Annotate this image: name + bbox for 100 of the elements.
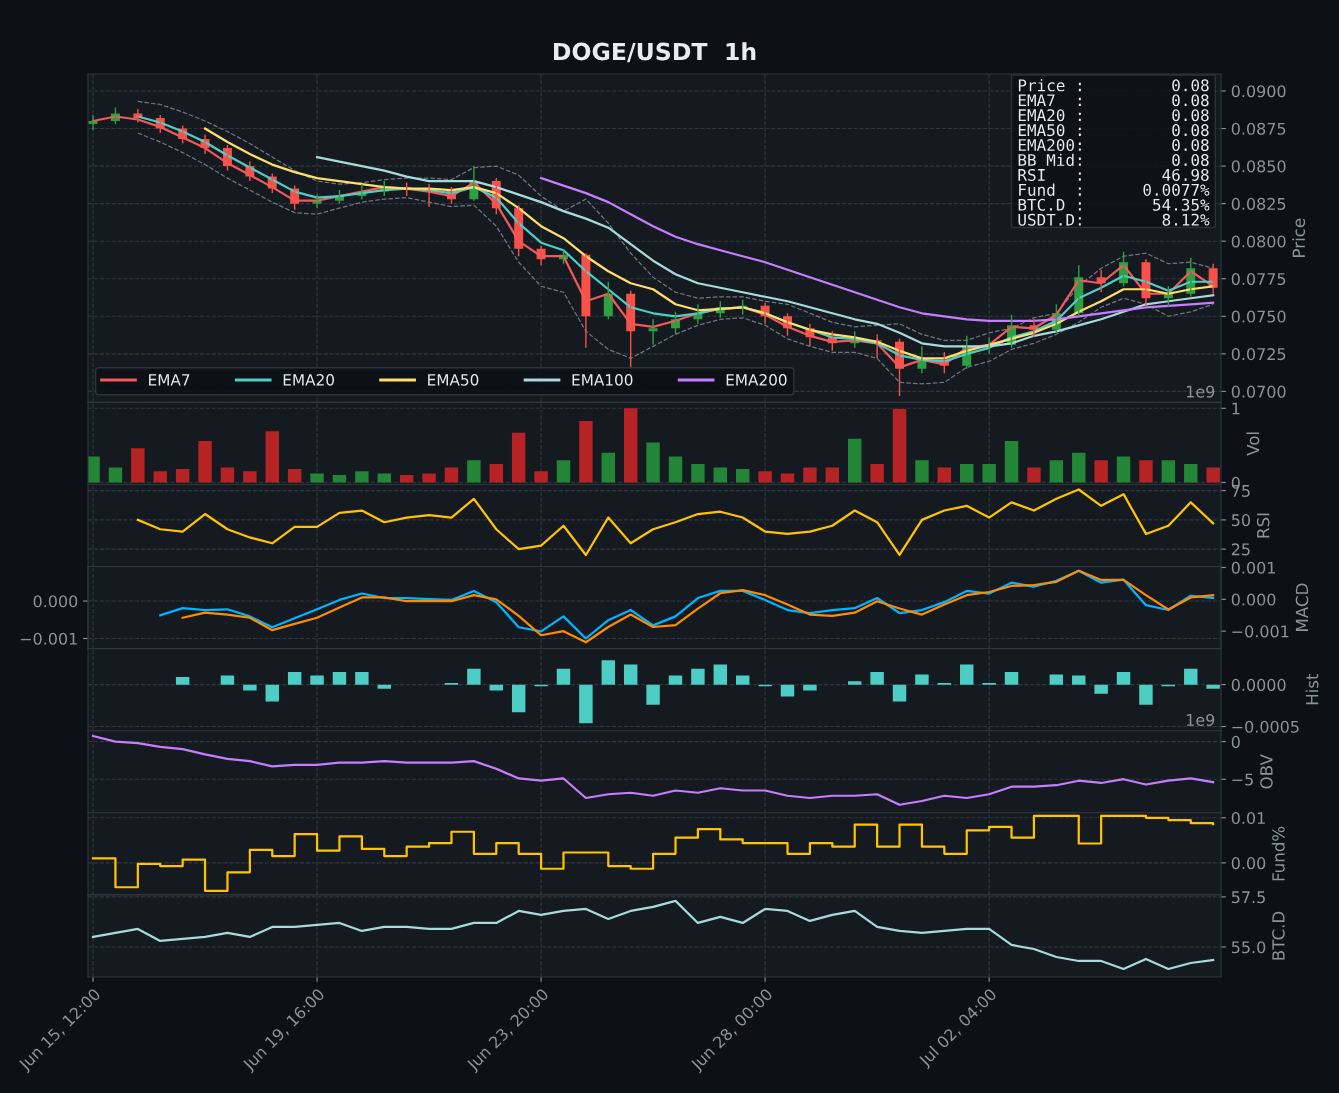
- bar: [1116, 456, 1131, 483]
- annotation: 1e9: [1186, 385, 1215, 398]
- bar: [1072, 675, 1086, 685]
- annotation: USDT.D: 8.12%: [1018, 213, 1210, 226]
- y-axis-title: Hist: [1305, 673, 1319, 705]
- annotation: RSI : 46.98: [1018, 168, 1209, 181]
- legend-label: EMA20: [283, 374, 334, 386]
- bar: [422, 473, 436, 483]
- y-tick-label: 0: [1231, 735, 1240, 748]
- bar: [489, 463, 503, 483]
- bar: [1049, 674, 1064, 685]
- line-series: [91, 734, 1215, 806]
- bar: [960, 664, 974, 685]
- bar: [1116, 672, 1131, 685]
- bar: [131, 448, 145, 483]
- bar: [88, 456, 100, 483]
- bar: [780, 684, 795, 697]
- bar: [1004, 672, 1019, 685]
- bar: [399, 475, 414, 483]
- bar: [1184, 463, 1198, 483]
- y-tick-label: 0.01: [1231, 811, 1265, 825]
- bar: [265, 684, 279, 702]
- bar: [175, 469, 190, 483]
- y2-tick-label: 0.001: [1231, 561, 1275, 574]
- bar: [601, 452, 616, 483]
- bar: [668, 675, 683, 685]
- bar: [1027, 467, 1041, 483]
- annotation: Fund : 0.0077%: [1019, 183, 1210, 196]
- bar: [960, 463, 974, 483]
- annotation: EMA20 : 0.08: [1018, 109, 1209, 122]
- line-series: [91, 899, 1215, 971]
- y-tick-label: 0.0900: [1231, 85, 1286, 98]
- bar: [848, 438, 862, 483]
- bar: [870, 463, 884, 483]
- y-axis-title: OBV: [1260, 754, 1273, 789]
- bar: [848, 681, 862, 685]
- bar: [467, 460, 481, 483]
- bar: [287, 469, 302, 483]
- bar: [1094, 460, 1108, 483]
- bar: [623, 408, 638, 483]
- bar: [579, 420, 593, 483]
- bar: [467, 668, 481, 685]
- bar: [825, 467, 840, 483]
- bar: [511, 684, 526, 713]
- legend-label: EMA7: [149, 374, 190, 386]
- bar: [310, 675, 324, 685]
- bar: [713, 467, 728, 483]
- annotation: BB Mid: 0.08: [1018, 153, 1209, 167]
- bar: [937, 467, 952, 483]
- bar: [1049, 460, 1064, 483]
- bar: [556, 668, 571, 685]
- bar: [556, 460, 571, 483]
- bar: [153, 471, 167, 483]
- bar: [355, 672, 369, 685]
- bar: [915, 460, 929, 483]
- bar: [735, 469, 750, 483]
- bar: [1072, 452, 1086, 483]
- y-tick-label: 0.0850: [1231, 160, 1286, 173]
- y-tick-label: −5: [1232, 773, 1253, 786]
- bar: [758, 471, 772, 483]
- bar: [735, 675, 750, 685]
- annotation: EMA7 : 0.08: [1018, 94, 1209, 107]
- bar: [1206, 684, 1220, 689]
- bar: [534, 471, 548, 483]
- bar: [287, 672, 302, 685]
- bar: [243, 684, 257, 691]
- y-tick-label: 0.0725: [1231, 348, 1286, 361]
- y-tick-label: 0.0800: [1231, 235, 1286, 248]
- bar: [803, 467, 817, 483]
- y-tick-label: 0.00: [1231, 857, 1266, 870]
- y2-axis-title: MACD: [1295, 583, 1309, 631]
- legend-label: EMA200: [726, 374, 787, 386]
- bar: [1184, 668, 1198, 685]
- y-axis-title: BTC.D: [1272, 911, 1285, 960]
- annotation: 1e9: [1186, 713, 1215, 726]
- y-tick-label: 0.0000: [1231, 678, 1286, 691]
- bar: [377, 684, 391, 689]
- bar: [511, 432, 526, 483]
- bar: [601, 660, 616, 685]
- legend-label: EMA50: [428, 374, 479, 386]
- bar: [892, 409, 907, 483]
- bar: [243, 471, 257, 483]
- bar: [691, 668, 705, 685]
- y-tick-label: 0.0750: [1231, 310, 1286, 323]
- bar: [1139, 684, 1153, 705]
- bar: [646, 684, 660, 705]
- bar: [265, 431, 279, 483]
- bar: [870, 672, 884, 685]
- bar: [623, 664, 638, 685]
- bar: [1206, 467, 1220, 483]
- annotation: EMA200: 0.08: [1018, 139, 1209, 152]
- bar: [220, 675, 235, 685]
- bar: [668, 456, 683, 483]
- bar: [1094, 684, 1108, 694]
- bar: [489, 684, 503, 691]
- annotation: Price : 0.08: [1018, 79, 1209, 92]
- bar: [1139, 460, 1153, 483]
- y-axis-title: Fund%: [1271, 826, 1285, 881]
- bar: [355, 471, 369, 483]
- line-series: [136, 488, 1215, 557]
